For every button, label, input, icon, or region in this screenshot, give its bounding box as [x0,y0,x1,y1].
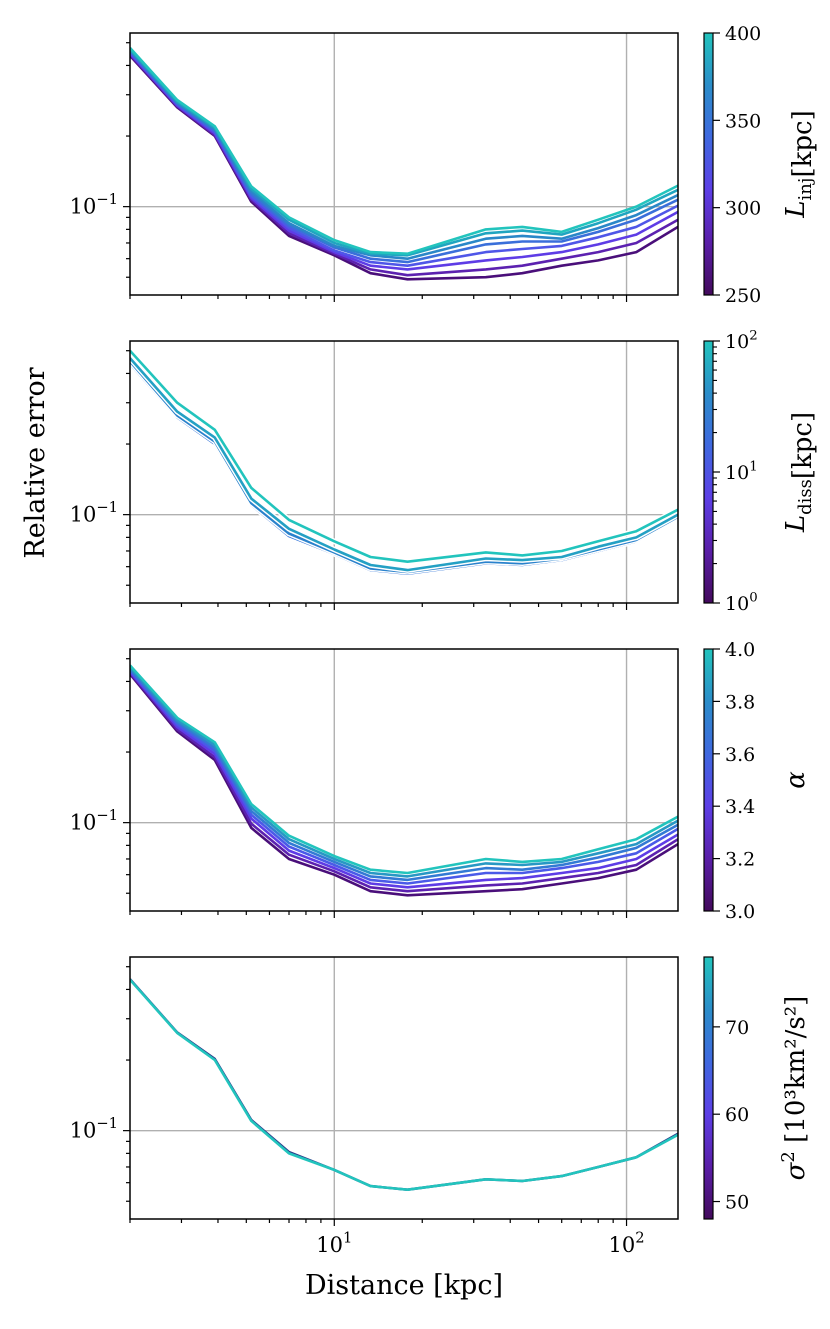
colorbar [703,32,714,296]
series-line-1 [130,673,678,897]
colorbar-tick-label: 3.6 [725,744,755,766]
axes-frame [129,956,679,1220]
colorbar-tick-label: 70 [725,1017,749,1039]
series-line-2 [130,672,678,893]
series-outline [130,348,678,565]
colorbar-tick-label: 100 [725,590,758,615]
x-tick-label: 102 [608,1230,644,1257]
colorbar-label: α [781,771,811,789]
colorbar-tick-label: 3.0 [725,901,755,923]
series-line-2 [130,978,678,1191]
colorbar [703,340,714,604]
series-line-6 [130,666,678,878]
series-line-4 [130,669,678,885]
colorbar-tick-label: 250 [725,285,761,307]
colorbar-tick-label: 60 [725,1104,749,1126]
panel-4: 10−1 101 102 70 60 50 σ2 [10³km²/s²] [70,956,811,1257]
y-tick-label: 10−1 [70,1115,118,1142]
series-line-4 [130,349,678,564]
series-line-5 [130,50,678,264]
colorbar [703,956,714,1220]
y-axis-label: Relative error [20,367,51,558]
series-group [130,978,678,1191]
colorbar-label: Linj[kpc] [781,110,818,218]
axes-frame [129,32,679,296]
colorbar-tick-label: 50 [725,1192,749,1214]
series-line-7 [130,664,678,875]
series-line-2 [130,53,678,277]
colorbar-label: Ldiss[kpc] [781,412,818,533]
series-line-6 [130,49,678,261]
colorbar-tick-label: 300 [725,198,761,220]
series-line-5 [130,668,678,882]
colorbar-tick-label: 3.4 [725,796,755,818]
series-line-1 [130,978,678,1191]
series-line-7 [130,48,678,257]
series-outline [130,356,678,573]
colorbar-tick-label: 3.8 [725,691,755,713]
x-tick-label: 101 [316,1230,352,1257]
colorbar-tick-label: 350 [725,110,761,132]
y-tick-label: 10−1 [70,499,118,526]
panel-1: 10−1 400 350 300 250 Linj[kpc] [70,23,818,307]
series-line-8 [130,47,678,255]
axes-frame [129,648,679,912]
colorbar-tick-label: 101 [725,459,758,484]
series-line-3 [130,670,678,889]
colorbar-tick-label: 102 [725,328,758,353]
colorbar-tick-label: 400 [725,23,761,45]
colorbar [703,648,714,912]
series-group [130,348,678,577]
series-line-3 [130,357,678,572]
axes-frame [129,340,679,604]
y-tick-label: 10−1 [70,191,118,218]
series-group [130,664,678,897]
colorbar-label: σ2 [10³km²/s²] [778,996,811,1181]
colorbar-tick-label: 4.0 [725,639,755,661]
panel-2: 10−1 102 101 100 Ldiss[kpc] [70,328,818,615]
colorbar-tick-label: 3.2 [725,849,755,871]
panel-3: 10−1 4.0 3.8 3.6 3.4 3.2 3.0 α [70,639,811,923]
series-group [130,47,678,281]
x-axis-label: Distance [kpc] [305,1270,503,1301]
y-tick-label: 10−1 [70,807,118,834]
